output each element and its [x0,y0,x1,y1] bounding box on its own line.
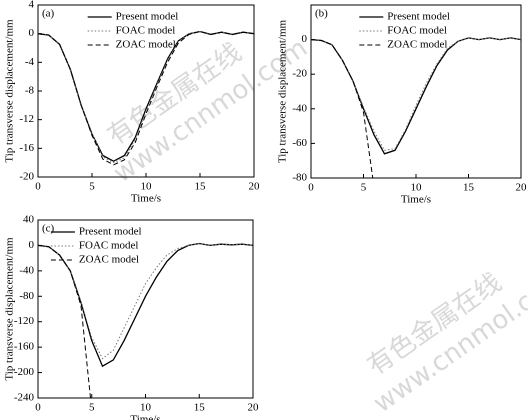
x-tick-label: 10 [411,182,423,194]
x-axis-label: Time/s [130,414,160,420]
x-tick-label: 20 [249,181,261,193]
plot-frame [37,4,255,178]
plot-lines [38,242,253,398]
panel: 0 5 10 15 20 0 -20 -40 -60 -80 Time/s Tip transvers… [277,4,528,206]
y-tick-label: -120 [14,315,35,327]
y-tick-label: -60 [292,137,307,149]
legend-label: FOAC model [116,25,176,37]
x-tick-label: 10 [140,402,152,414]
legend-label: Present model [387,11,450,23]
y-axis-label: Tip transverse displacement/mm [4,19,16,163]
x-tick-label: 0 [35,402,41,414]
y-tick-label: -8 [25,85,35,97]
y-tick-label: -16 [19,142,34,154]
y-tick-label: -20 [19,171,34,183]
y-tick-label: -40 [19,264,34,276]
watermark: 有色金属在线 www.cnnmol.com [362,263,528,419]
series-line [311,37,521,155]
legend-label: ZOAC model [79,254,139,266]
series-line [38,242,253,360]
y-tick-label: -4 [25,56,35,68]
x-tick-label: 15 [194,402,206,414]
legend-label: Present model [79,226,142,238]
y-tick-label: 0 [29,239,35,251]
legend-label: ZOAC model [387,39,447,51]
plot-lines [311,37,521,178]
series-line [38,30,254,164]
panel: 0 5 10 15 20 4 0 -4 -8 -12 -16 -20 Time/s Tip transve… [4,0,260,205]
y-tick-label: -12 [19,113,34,125]
y-tick-label: -80 [19,290,34,302]
y-tick-label: 40 [23,214,35,226]
y-axis-label: Tip transverse displacement/mm [277,19,289,163]
panel-label: (c) [42,223,55,235]
x-tick-label: 5 [89,181,95,193]
y-tick-label: 4 [29,0,35,11]
y-axis-label: Tip transverse displacement/mm [4,237,16,381]
x-tick-label: 15 [463,182,475,194]
x-axis-label: Time/s [401,194,431,206]
x-tick-label: 10 [141,181,153,193]
x-tick-label: 15 [195,181,207,193]
plot-frame [37,219,254,399]
series-line [38,242,253,368]
series-line [38,30,254,166]
series-line [38,244,91,398]
panel: 0 5 10 15 20 40 0 -40 -80 -120 -160 -200 -240 Time/s T… [4,214,259,420]
x-tick-label: 20 [248,402,260,414]
legend-label: Present model [116,11,179,23]
panel-label: (b) [315,8,328,20]
x-tick-label: 0 [35,181,41,193]
x-tick-label: 20 [516,182,528,194]
y-tick-label: -40 [292,102,307,114]
panel-label: (a) [42,8,55,20]
y-tick-label: -200 [14,366,35,378]
plot-lines [38,30,254,166]
series-line [311,37,521,151]
legend-label: FOAC model [79,240,139,252]
y-tick-label: -80 [292,172,307,184]
y-tick-label: 0 [29,27,35,39]
y-tick-label: -160 [14,341,35,353]
x-tick-label: 0 [308,182,314,194]
plot-frame [310,4,522,179]
y-tick-label: 0 [302,33,308,45]
series-line [311,39,374,178]
legend-label: FOAC model [387,25,447,37]
x-tick-label: 5 [361,182,367,194]
x-axis-label: Time/s [131,193,161,205]
x-tick-label: 5 [89,402,95,414]
y-tick-label: -240 [14,392,35,404]
legend-label: ZOAC model [116,39,176,51]
y-tick-label: -20 [292,68,307,80]
